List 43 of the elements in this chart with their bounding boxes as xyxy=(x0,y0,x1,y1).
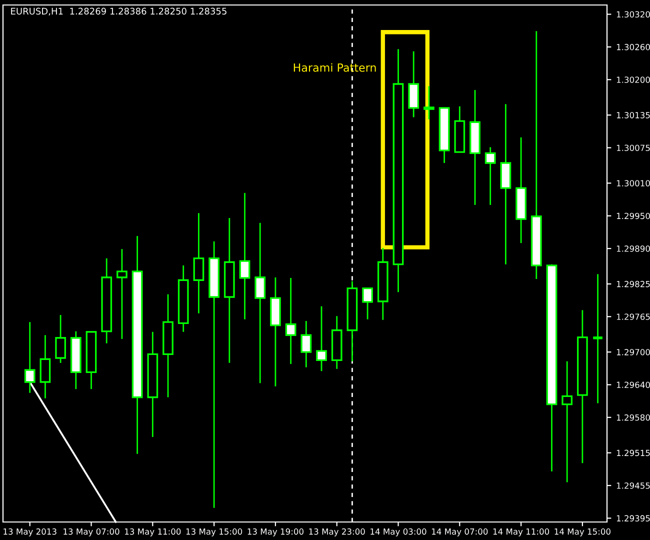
x-tick-label: 14 May 11:00 xyxy=(493,528,550,536)
candlestick xyxy=(424,85,434,120)
annotation: Harami Pattern xyxy=(294,63,376,72)
y-tick-label: 1.29395 xyxy=(616,515,650,522)
y-tick-label: 1.29700 xyxy=(616,349,650,356)
candlestick xyxy=(40,334,51,400)
x-tick-label: 13 May 23:00 xyxy=(309,528,365,536)
candlestick xyxy=(254,222,266,384)
candlestick xyxy=(239,192,250,320)
y-tick-label: 1.30010 xyxy=(616,180,650,186)
x-tick-label: 13 May 15:00 xyxy=(186,528,242,536)
candlestick xyxy=(116,248,128,340)
candlestick xyxy=(316,306,327,372)
x-tick-label: 14 May 03:00 xyxy=(370,528,426,536)
candlestick xyxy=(562,360,573,483)
candlestick xyxy=(592,273,604,404)
y-tick-label: 1.29950 xyxy=(616,212,650,220)
y-tick-label: 1.30135 xyxy=(616,112,650,118)
y-tick-label: 1.29825 xyxy=(616,280,650,288)
y-tick-label: 1.30320 xyxy=(616,11,650,18)
candlestick xyxy=(300,320,312,368)
x-tick-label: 13 May 19:00 xyxy=(248,528,304,536)
y-tick-label: 1.29455 xyxy=(616,482,650,489)
x-tick-label: 14 May 07:00 xyxy=(432,528,488,536)
x-tick-label: 14 May 15:00 xyxy=(554,528,610,536)
x-tick-label: 13 May 11:00 xyxy=(125,528,181,536)
candlestick xyxy=(285,277,296,365)
y-tick-label: 1.30200 xyxy=(616,76,650,83)
candlestick xyxy=(55,314,66,364)
x-tick-label: 13 May 07:00 xyxy=(64,528,120,536)
y-tick-label: 1.29515 xyxy=(616,450,650,456)
x-tick-label: 13 May 2013 xyxy=(4,528,56,536)
y-tick-label: 1.29580 xyxy=(616,414,650,421)
candlestick xyxy=(362,287,373,320)
candlestick xyxy=(484,146,496,206)
y-tick-label: 1.29765 xyxy=(616,314,650,320)
candlestick xyxy=(408,50,420,118)
y-tick-label: 1.29640 xyxy=(616,382,650,388)
candlestick xyxy=(193,212,204,314)
y-tick-label: 1.29890 xyxy=(616,246,650,252)
y-tick-label: 1.30260 xyxy=(616,44,650,50)
chart-title: EURUSD,H1 1.28269 1.28386 1.28250 1.28355 xyxy=(11,8,226,16)
y-tick-label: 1.30075 xyxy=(616,144,650,152)
